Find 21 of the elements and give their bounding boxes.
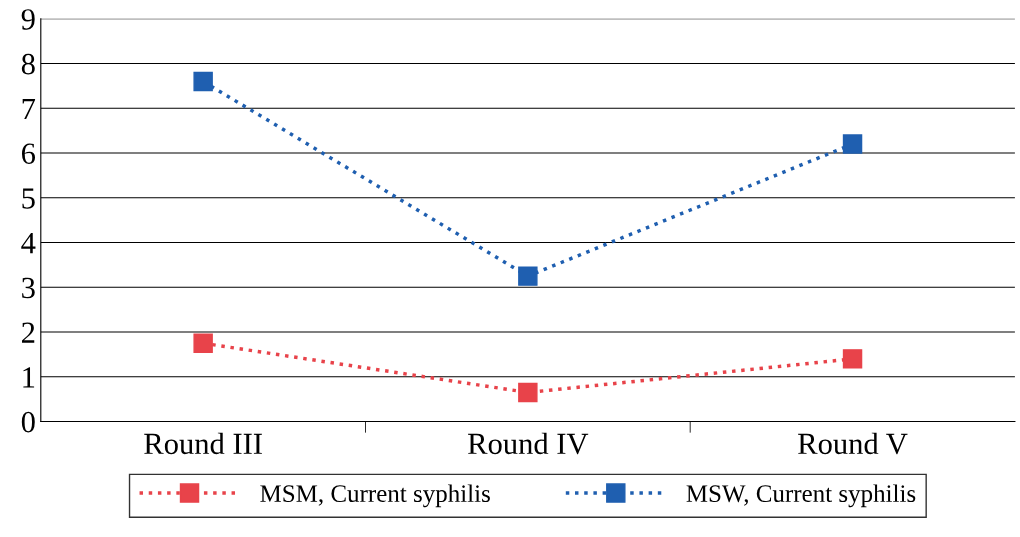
point [842,134,863,154]
legend-label: MSM, Current syphilis [260,484,490,508]
y-tick-label: 4 [21,233,36,254]
point [518,266,538,286]
point [842,349,863,369]
point [193,71,213,92]
y-tick-label: 6 [21,143,36,164]
y-tick-label: 3 [22,277,35,299]
legend-label: MSW, Current syphilis [686,484,916,508]
point [193,333,213,353]
y-tick-label: 7 [22,98,36,119]
y-tick-label: 1 [23,367,35,388]
y-tick-label: 9 [21,9,35,30]
x-tick-label: Round IV [468,432,589,455]
x-tick-label: Round V [798,432,908,455]
y-tick-label: 8 [21,53,35,75]
x-tick-label: Round III [144,432,262,455]
y-tick-label: 0 [21,411,35,433]
point [518,382,538,403]
y-tick-label: 5 [22,188,35,209]
y-tick-label: 2 [22,322,35,343]
